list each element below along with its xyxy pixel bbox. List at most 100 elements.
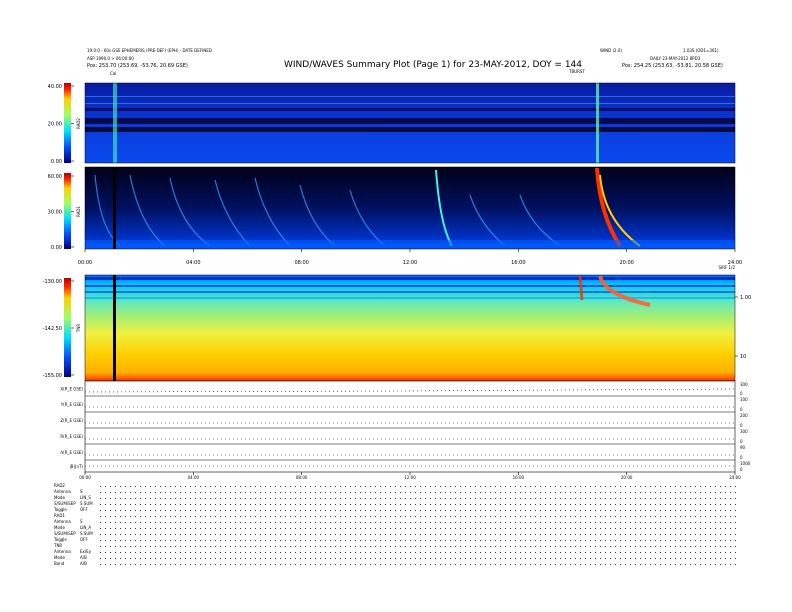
tnr-ytick-label: -130.00 (43, 279, 62, 285)
status-row-label: S/SUM/SEP (54, 531, 76, 536)
ephemeris-xtick-label: 08:00 (296, 475, 308, 480)
ephemeris-traces (84, 388, 736, 467)
rad2-band (85, 103, 735, 104)
header-left-position: Pos: 253.70 (253.69, -53.76, 20.69 GSE) (87, 63, 188, 69)
rad1-xtick-label: 08:00 (294, 260, 308, 266)
status-section-title: TNR (54, 543, 63, 548)
status-dot-row (98, 558, 738, 559)
ephemeris-row-max: 300 (740, 429, 748, 434)
rad1-xtick-label: 24:00 (728, 260, 742, 266)
ephemeris-xtick-label: 00:00 (79, 475, 91, 480)
status-row-label: Toggle (54, 507, 67, 512)
header-right-line2: DAILY 23-MAY-2012 8PD3 (650, 56, 701, 61)
tnr-right-tick-label: 10 (740, 354, 746, 360)
status-row-value: S SUM (80, 501, 93, 506)
page-title: WIND/WAVES Summary Plot (Page 1) for 23-… (284, 60, 583, 70)
rad2-ytick-label: 0.00 (51, 159, 62, 165)
status-dot-row (98, 498, 738, 499)
ephemeris-row-dividers (85, 395, 735, 461)
status-dot-row (98, 528, 738, 529)
tnr-panel (84, 274, 736, 382)
ephemeris-row-max: 90 (740, 445, 746, 450)
rad2-cal-stripe (113, 83, 117, 163)
rad1-panel (84, 166, 736, 250)
tnr-ytick-label: -142.50 (43, 326, 62, 332)
status-row-value: S (80, 489, 83, 494)
status-dot-row (98, 504, 738, 505)
rad1-low-band (85, 240, 735, 249)
status-dot-row (98, 564, 738, 565)
tnr-ylabel: TNR (76, 324, 81, 333)
status-dot-row (98, 486, 738, 487)
tnr-band (85, 297, 735, 299)
tnr-right-tick-label: 1.00 (740, 295, 751, 301)
tnr-band (85, 277, 735, 280)
rad2-burst (596, 83, 599, 163)
ephemeris-row-label: |B|(nT) (69, 464, 83, 469)
rad1-ytick-label: 0.00 (51, 245, 62, 251)
ephemeris-xtick-label: 04:00 (188, 475, 200, 480)
rad1-xtick-label: 20:00 (619, 260, 633, 266)
rad2-band (85, 96, 735, 97)
status-row-value: S (80, 519, 83, 524)
tnr-burst (598, 275, 651, 307)
rad1-cal-stripe (113, 167, 116, 249)
rad2-band (85, 118, 735, 124)
rad1-xtick-label: 12:00 (403, 260, 417, 266)
status-row-value: OFF (80, 537, 88, 542)
status-row-value: OFF (80, 507, 88, 512)
status-dot-row (98, 540, 738, 541)
status-dot-row (98, 510, 738, 511)
rad2-band (85, 108, 735, 111)
ephemeris-row-max: 300 (740, 382, 748, 387)
tnr-band (85, 291, 735, 293)
status-row-label: Toggle (54, 537, 67, 542)
rad1-main-burst (595, 167, 622, 248)
ephemeris-row-label: Z(R_E GSE) (60, 418, 83, 423)
ephemeris-row-min: 0 (740, 455, 743, 460)
status-dot-row (98, 516, 738, 517)
rad2-ytick-label: 20.00 (48, 122, 62, 128)
rad1-spectrogram (85, 167, 735, 249)
ephemeris-row-min: 0 (740, 423, 743, 428)
status-dot-row (98, 534, 738, 535)
status-row-label: Mode (54, 495, 65, 500)
rad1-xtick-label: 04:00 (186, 260, 200, 266)
rad1-colorbar (64, 173, 71, 249)
status-row-value: A/B (80, 561, 87, 566)
status-row-value: LIN_A (80, 525, 92, 530)
tnr-cal-stripe (113, 275, 116, 381)
status-row-label: Antenna (54, 549, 71, 554)
rad1-xtick-label: 16:00 (511, 260, 525, 266)
status-row-label: Antenna (54, 519, 71, 524)
ephemeris-row-label: X(R_E GSE) (60, 387, 83, 392)
ephemeris-row-min: 0 (740, 467, 743, 472)
header-right-corner: 1.03S (OD1=361) (683, 48, 719, 53)
status-row-label: Antenna (54, 489, 71, 494)
rad1-ylabel: RAD1 (76, 206, 81, 217)
rad2-ytick-label: 40.00 (48, 84, 62, 90)
ephemeris-row-max: 1000 (740, 461, 751, 466)
ephemeris-row-label: R(R_E GSE) (60, 434, 83, 439)
ephemeris-xtick-label: 16:00 (513, 475, 525, 480)
status-dot-row (98, 546, 738, 547)
status-row-value: Ex/Ey (80, 549, 92, 554)
rad1-ytick-label: 30.00 (48, 210, 62, 216)
header-left-line2: ASP 1990.0 > 06:00:00 (87, 56, 134, 61)
tnr-spectrogram (85, 275, 735, 381)
ephemeris-row-min: 0 (740, 407, 743, 412)
status-dot-row (98, 492, 738, 493)
ephemeris-frame (84, 380, 736, 473)
status-dot-row (98, 552, 738, 553)
cal-marker-label: Cal (110, 71, 117, 76)
ephemeris-row-label: Y(R_E GSE) (60, 402, 84, 407)
rad1-xtick-label: 00:00 (78, 260, 92, 266)
ephemeris-row-min: 0 (740, 439, 743, 444)
tnr-ytick-label: -155.00 (43, 373, 62, 379)
ephemeris-xtick-label: 24:00 (729, 475, 741, 480)
tnr-right-axis-label: SIRF 1/2 (718, 265, 735, 270)
status-row-value: S SUM (80, 531, 93, 536)
status-row-label: Mode (54, 525, 65, 530)
ephemeris-row-label: Λ(R_E GSE) (60, 450, 83, 455)
